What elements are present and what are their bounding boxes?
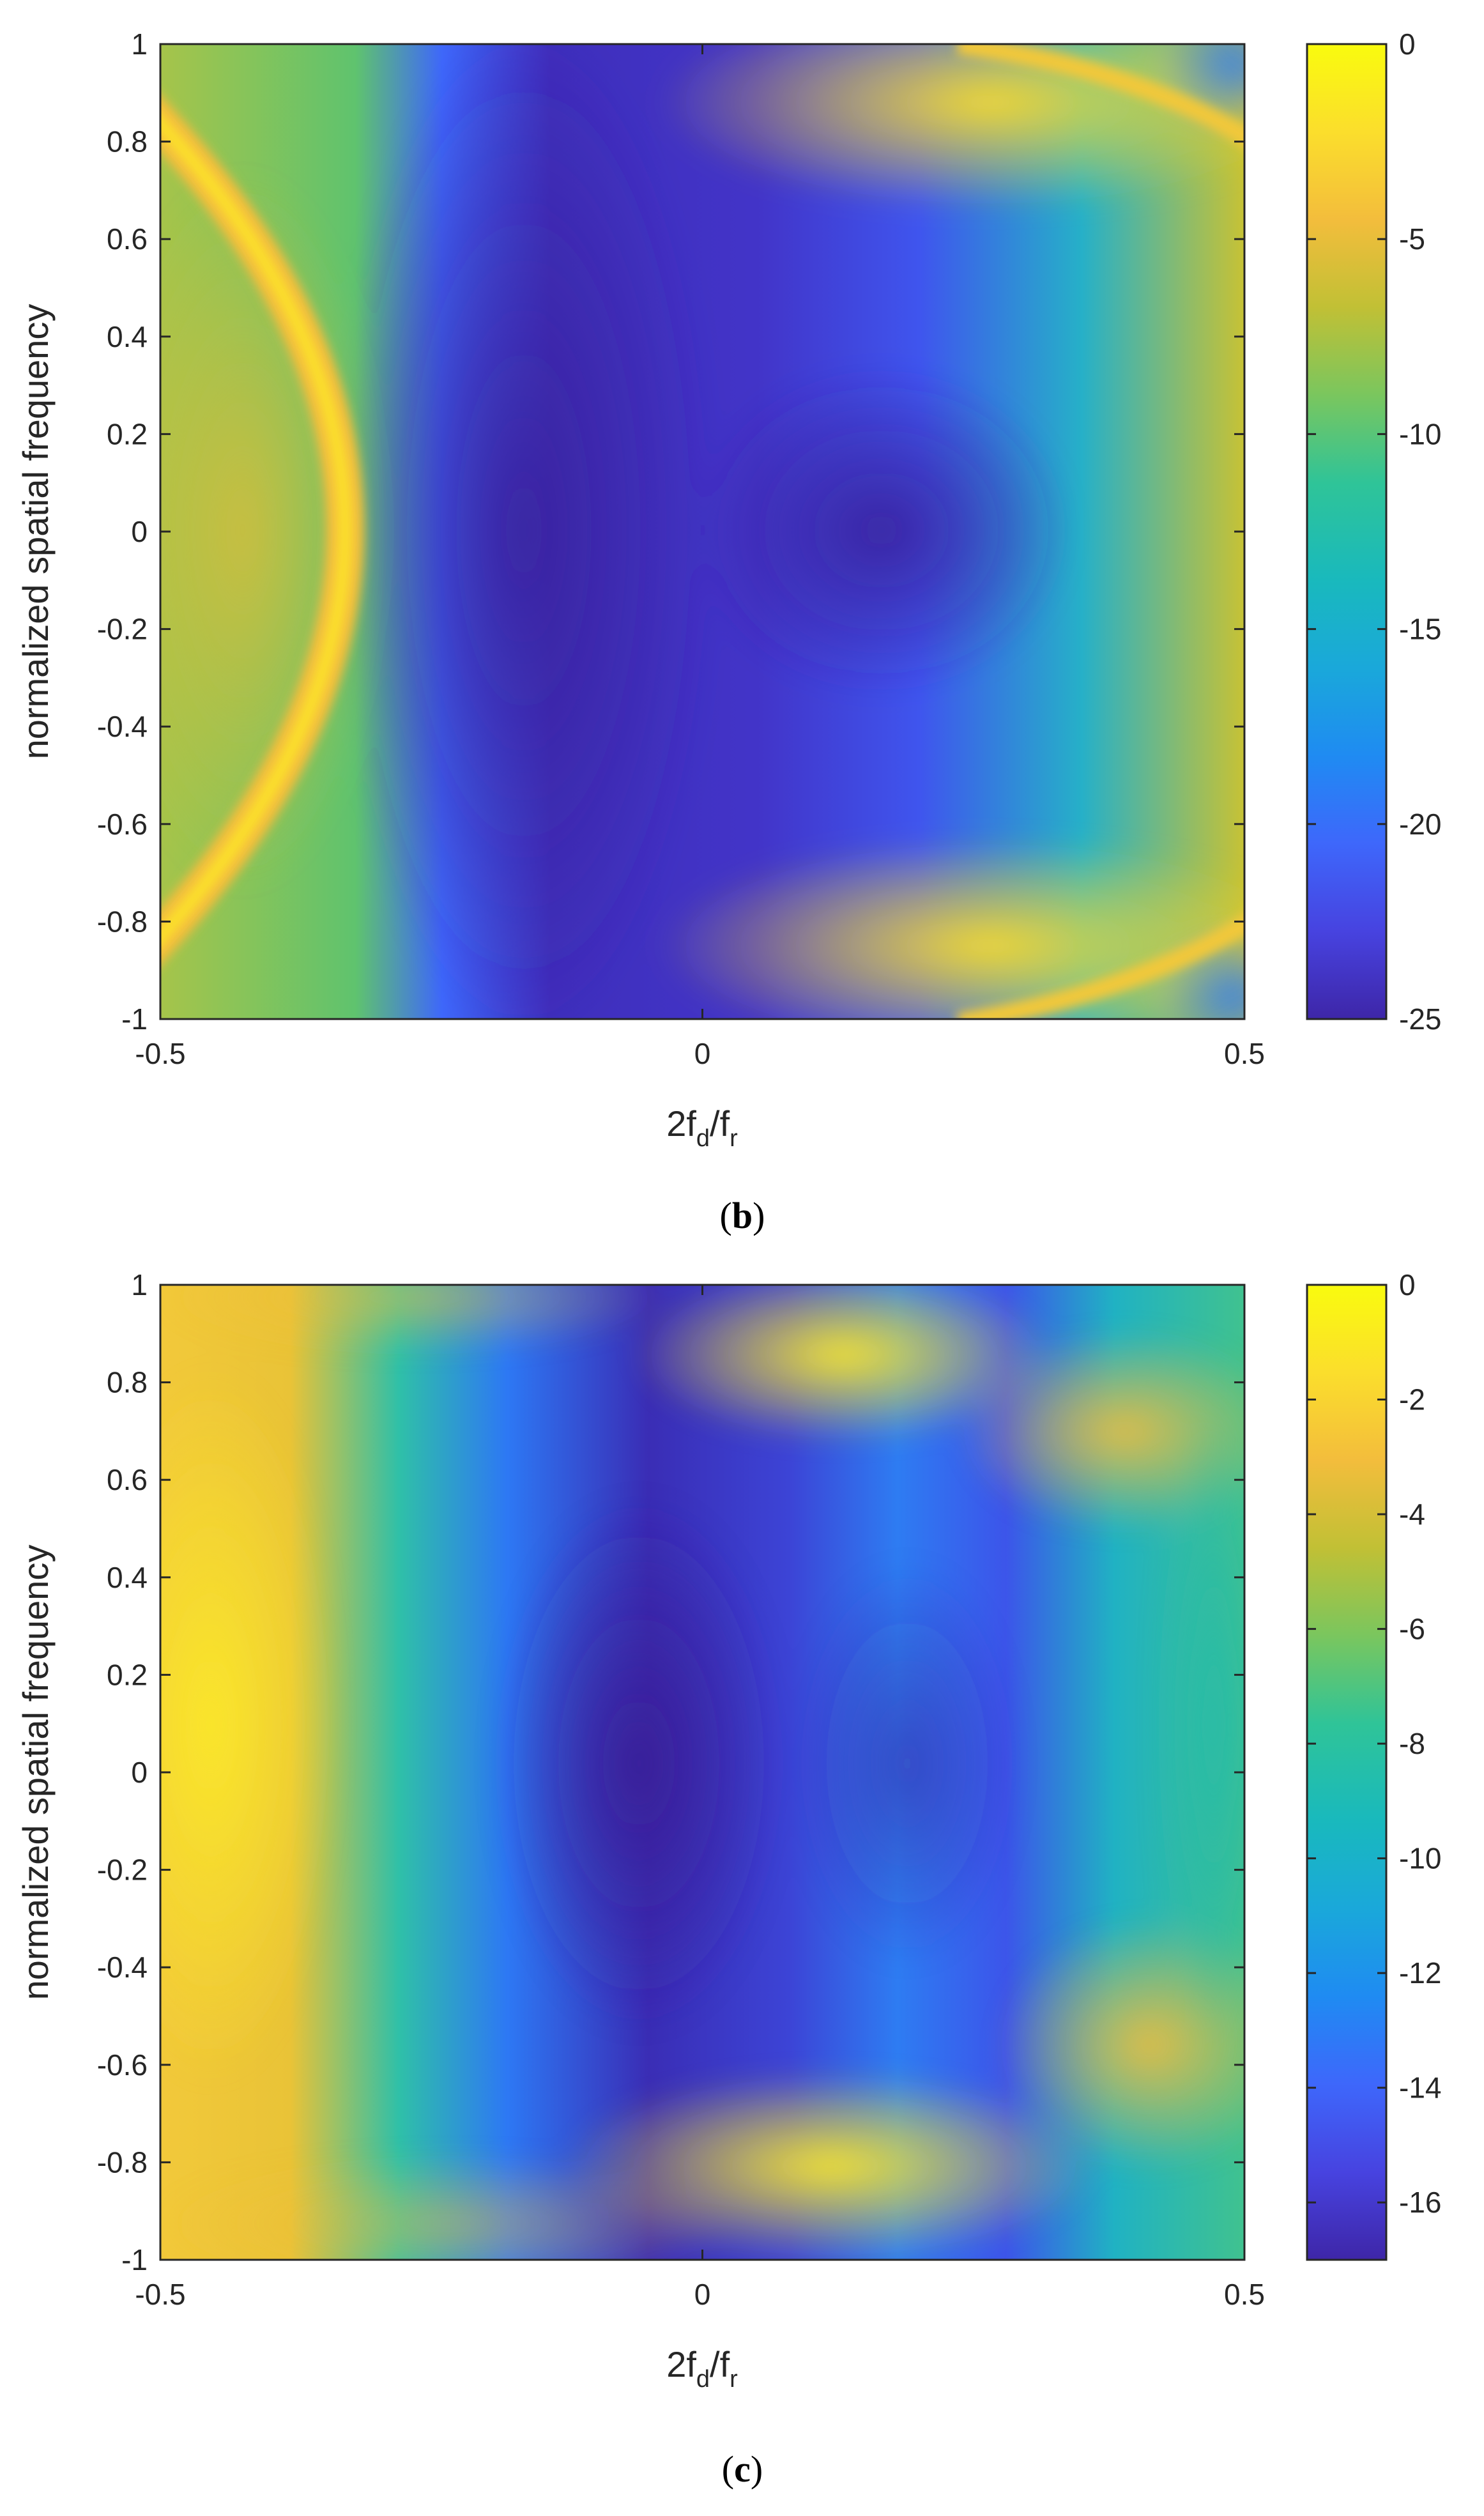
x-tick-label: -0.5 [135,2278,185,2311]
colorbar-tick-label: -6 [1399,1613,1425,1646]
colorbar-ticks-b: 0 -5 -10 -15 -20 -25 [1307,27,1441,1036]
y-tick-label: 0.8 [107,1366,148,1399]
xlabel-c-main: 2f [666,2344,696,2384]
colorbar-tick-label: -5 [1399,222,1425,256]
xlabel-c-sub2: r [730,2366,738,2393]
colorbar-tick-label: -10 [1399,1842,1441,1875]
y-tick-label: -0.2 [97,1853,148,1887]
xlabel-c-sub1: d [696,2366,710,2393]
colorbar-tick-label: -8 [1399,1727,1425,1760]
colorbar-tick-label: -15 [1399,613,1441,646]
xlabel-b-mid: /f [710,1103,730,1144]
heatmap-b [160,44,1244,1019]
colorbar-tick-label: -10 [1399,417,1441,450]
colorbar-b [1306,43,1388,1020]
caption-b: (b) [720,1195,765,1236]
colorbar-tick-label: -12 [1399,1956,1441,1990]
colorbar-ticks-c: 0 -2 -4 -6 -8 -10 -12 -14 -16 [1307,1268,1441,2219]
panel-c: -0.5 0 0.5 1 0.8 0.6 0.4 0.2 0 -0.2 -0.4 -0.6 -0.8 -1… [15,1268,1441,2490]
y-tick-label: 0.8 [107,125,148,158]
xlabel-c: 2fd/fr [666,2344,738,2393]
y-tick-label: 0.2 [107,417,148,450]
y-tick-label: 0.2 [107,1658,148,1691]
x-tick-label: 0 [694,1037,711,1070]
xlabel-b: 2fd/fr [666,1103,738,1152]
xlabel-b-sub2: r [730,1125,738,1152]
y-tick-label: -1 [121,2243,148,2276]
y-tick-label: -1 [121,1002,148,1036]
y-tick-label: -0.6 [97,2048,148,2082]
xlabel-b-sub1: d [696,1125,710,1152]
y-tick-label: -0.2 [97,613,148,646]
colorbar-tick-label: -25 [1399,1002,1441,1036]
heatmap-c [160,1285,1244,2260]
x-tick-label: 0.5 [1224,1037,1265,1070]
x-tick-label: -0.5 [135,1037,185,1070]
y-tick-label: 0.6 [107,1463,148,1496]
xlabel-c-mid: /f [710,2344,730,2384]
colorbar-c [1306,1284,1388,2261]
y-tick-label: 1 [131,1268,148,1301]
y-tick-label: 0 [131,515,148,548]
y-tick-label: -0.6 [97,808,148,841]
axes-b: -0.5 0 0.5 1 0.8 0.6 0.4 0.2 0 -0.2 -0.4 -0.6 -0.8 -1 [97,27,1265,1070]
colorbar-tick-label: -20 [1399,808,1441,841]
ylabel-b: normalized spatial frequency [15,304,56,760]
colorbar-tick-label: -16 [1399,2186,1441,2219]
colorbar-tick-label: 0 [1399,1268,1416,1301]
y-tick-label: 0.4 [107,1561,148,1594]
caption-c: (c) [722,2448,763,2490]
ylabel-c: normalized spatial frequency [15,1545,56,2000]
y-tick-label: -0.4 [97,710,148,743]
y-tick-label: 0.6 [107,222,148,256]
xlabel-b-main: 2f [666,1103,696,1144]
y-tick-label: 1 [131,27,148,61]
panel-b: -0.5 0 0.5 1 0.8 0.6 0.4 0.2 0 -0.2 -0.4 -0.6 -0.8 -1… [15,27,1441,1236]
x-tick-label: 0.5 [1224,2278,1265,2311]
y-tick-label: -0.8 [97,2145,148,2179]
caption-c-letter: c [734,2448,751,2490]
x-tick-label: 0 [694,2278,711,2311]
y-tick-label: -0.8 [97,905,148,938]
y-tick-label: 0.4 [107,320,148,353]
colorbar-tick-label: -14 [1399,2071,1441,2105]
colorbar-tick-label: -2 [1399,1383,1425,1416]
colorbar-tick-label: -4 [1399,1498,1425,1531]
y-tick-label: 0 [131,1756,148,1789]
axes-c: -0.5 0 0.5 1 0.8 0.6 0.4 0.2 0 -0.2 -0.4 -0.6 -0.8 -1 [97,1268,1265,2311]
y-tick-label: -0.4 [97,1951,148,1984]
colorbar-tick-label: 0 [1399,27,1416,61]
caption-b-letter: b [732,1195,753,1236]
